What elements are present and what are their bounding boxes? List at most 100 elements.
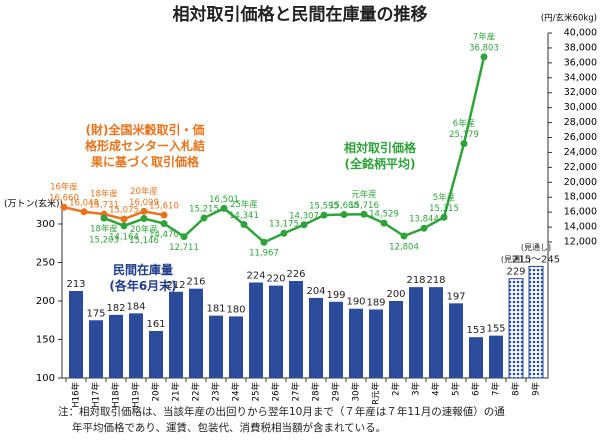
value-label: 15,203 [89,236,119,246]
price-point [140,215,148,223]
x-tick-label: H19年 [131,382,142,408]
x-tick-label: 28年 [311,382,322,402]
year-label: 16年産 [50,182,78,193]
y-axis-label: (円/玄米60kg) [541,13,597,24]
y-tick-label: 200 [36,296,55,307]
value-label: 14,470 [149,230,179,240]
bar-value-label: 180 [226,304,245,315]
x-tick-label: 22年 [191,382,202,402]
x-tick-label: H18年 [111,382,122,408]
x-tick-label: 24年 [231,382,242,402]
bar-value-label: 153 [466,325,485,336]
price-point [480,53,488,61]
bar-value-label: 204 [306,286,325,297]
value-label: 15,716 [349,201,379,211]
value-label: 14,529 [369,210,399,220]
x-tick-label: 6年 [471,382,482,396]
price-point [420,224,428,232]
x-tick-label: 25年 [251,382,262,402]
price-point [460,140,468,148]
value-label: 36,803 [469,43,499,53]
value-label: 14,307 [289,211,319,221]
value-label: 16,660 [49,194,79,204]
price-point [140,207,148,215]
price-point [60,203,68,211]
year-label: 元年産 [351,189,377,200]
x-tick-label: H16年 [71,382,82,408]
price-point [80,208,88,216]
y-tick-label: 38,000 [564,42,597,53]
y-tick-label: 300 [36,219,55,230]
year-label: 5年産 [433,192,455,203]
value-label: 15,075 [109,206,139,216]
x-tick-label: H17年 [91,382,102,408]
price-line [103,56,486,244]
x-tick-label: 30年 [351,382,362,402]
value-label: 16,501 [209,195,239,205]
legend-orange: (財)全国米穀取引・価 格形成センター入札結 果に基づく取引価格 [84,123,205,169]
bar [469,337,483,378]
price-point [240,221,248,229]
y-tick-label: 100 [36,373,55,384]
bar [129,313,143,378]
y-tick-label: 36,000 [564,57,597,68]
bar-value-label: 184 [126,301,145,312]
value-label: 15,610 [149,202,179,212]
legend-green: 相対取引価格 (全銘柄平均) [343,141,416,171]
bar-value-label: 220 [266,274,285,285]
y-tick-label: 30,000 [564,102,597,113]
x-tick-label: 27年 [291,382,302,402]
y-tick-label: 150 [36,335,55,346]
bar [329,301,343,378]
x-tick-label: 5年 [451,382,462,396]
value-label: 16,048 [69,198,99,208]
price-point [380,219,388,227]
bar [489,335,503,378]
price-point [360,210,368,218]
x-tick-label: R元年 [371,382,382,405]
price-point [440,213,448,221]
bar-value-label: 218 [406,275,425,286]
value-label: 14,341 [229,211,259,221]
bar-value-label: 197 [446,291,465,302]
y-tick-label: 20,000 [564,177,597,188]
bar [189,288,203,378]
bar [429,287,443,378]
x-tick-label: 9年 [531,382,542,396]
bar [229,316,243,378]
x-tick-label: 21年 [171,382,182,402]
y-tick-label: 18,000 [564,192,597,203]
bar-value-label: 175 [86,308,105,319]
y-tick-label: 22,000 [564,162,597,173]
bar-value-label: 190 [346,297,365,308]
y-tick-label: 40,000 [564,28,597,39]
y-tick-label: 250 [36,258,55,269]
x-tick-label: 4年 [431,382,442,396]
bar-value-label: 224 [246,271,265,282]
y-tick-label: 28,000 [564,117,597,128]
price-point [280,229,288,237]
note: 年平均価格であり、運賃、包装代、消費税相当額が含まれている。 [72,422,387,434]
y-tick-label: 26,000 [564,132,597,143]
forecast-label: (見通し) [501,254,531,264]
bar-value-label: 212 [166,280,185,291]
bar [149,331,163,378]
y-tick-label: 16,000 [564,207,597,218]
y-tick-label: 34,000 [564,72,597,83]
bar [349,308,363,378]
price-point [160,211,168,219]
price-point [160,220,168,228]
bar [169,291,183,378]
x-tick-label: 26年 [271,382,282,402]
bar [389,301,403,378]
x-tick-label: 7年 [491,382,502,396]
bar-value-label: 155 [486,324,505,335]
year-label: 20年産 [130,186,158,197]
bar [269,285,283,378]
price-point [340,210,348,218]
bar [409,287,423,378]
year-label: 7年産 [473,31,495,42]
value-label: 15,146 [129,236,159,246]
